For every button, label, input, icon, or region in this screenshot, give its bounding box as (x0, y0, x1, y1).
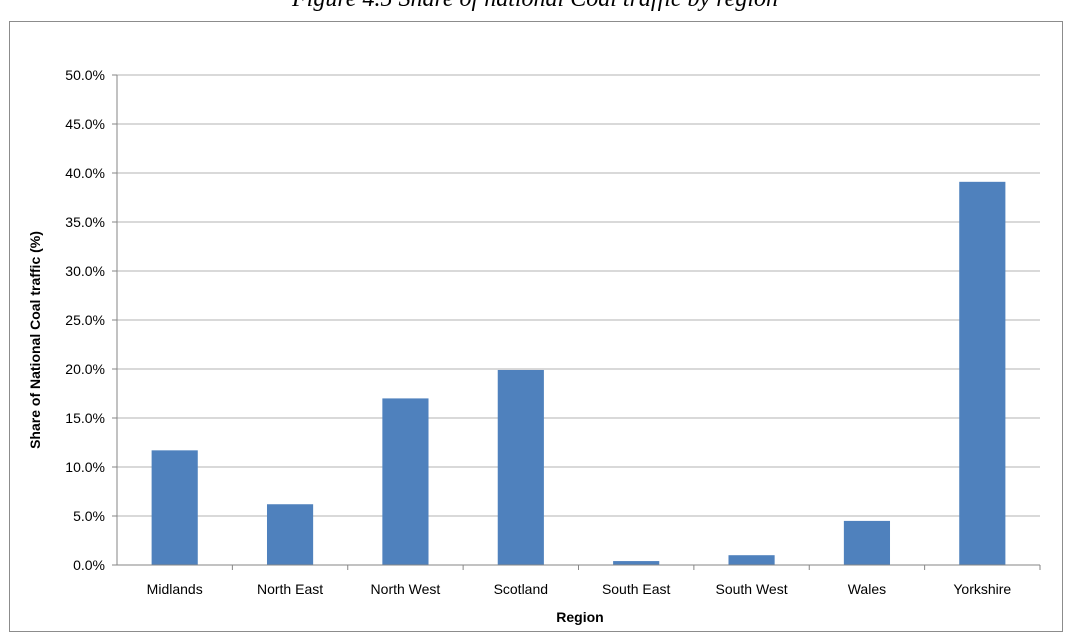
bar-wales (843, 520, 891, 565)
x-tick-labels: Midlands North East North West Scotland Sout… (147, 581, 1012, 597)
y-tick-label: 40.0% (65, 165, 105, 181)
chart-title: Figure 4.5 Share of national Coal traffi… (0, 0, 1070, 16)
gridlines (117, 74, 1040, 517)
y-tick-label: 45.0% (65, 116, 105, 132)
axes (112, 74, 1041, 570)
y-tick-labels: 0.0% 5.0% 10.0% 15.0% 20.0% 25.0% 30.0% 35.0% 40… (65, 67, 105, 573)
x-tick-label: Midlands (147, 581, 203, 597)
y-tick-label: 15.0% (65, 410, 105, 426)
y-tick-label: 5.0% (73, 508, 105, 524)
bar-midlands (151, 450, 198, 565)
bar-yorkshire (959, 181, 1006, 565)
x-tick-label: South West (716, 581, 788, 597)
bar-scotland (497, 369, 544, 565)
y-tick-label: 25.0% (65, 312, 105, 328)
x-axis-title: Region (556, 609, 603, 625)
bar-south-east (613, 561, 660, 565)
x-tick-label: Scotland (494, 581, 548, 597)
x-tick-label: Yorkshire (953, 581, 1011, 597)
bars (151, 181, 1006, 565)
y-tick-label: 10.0% (65, 459, 105, 475)
y-tick-label: 0.0% (73, 557, 105, 573)
y-tick-label: 50.0% (65, 67, 105, 83)
x-tick-label: North East (257, 581, 323, 597)
bar-north-east (266, 504, 314, 565)
y-axis-title: Share of National Coal traffic (%) (27, 231, 43, 449)
bar-south-west (728, 555, 775, 565)
x-tick-label: Wales (848, 581, 886, 597)
y-tick-label: 20.0% (65, 361, 105, 377)
x-tick-label: South East (602, 581, 671, 597)
bar-north-west (382, 398, 429, 565)
x-tick-label: North West (371, 581, 441, 597)
y-tick-label: 30.0% (65, 263, 105, 279)
y-tick-label: 35.0% (65, 214, 105, 230)
